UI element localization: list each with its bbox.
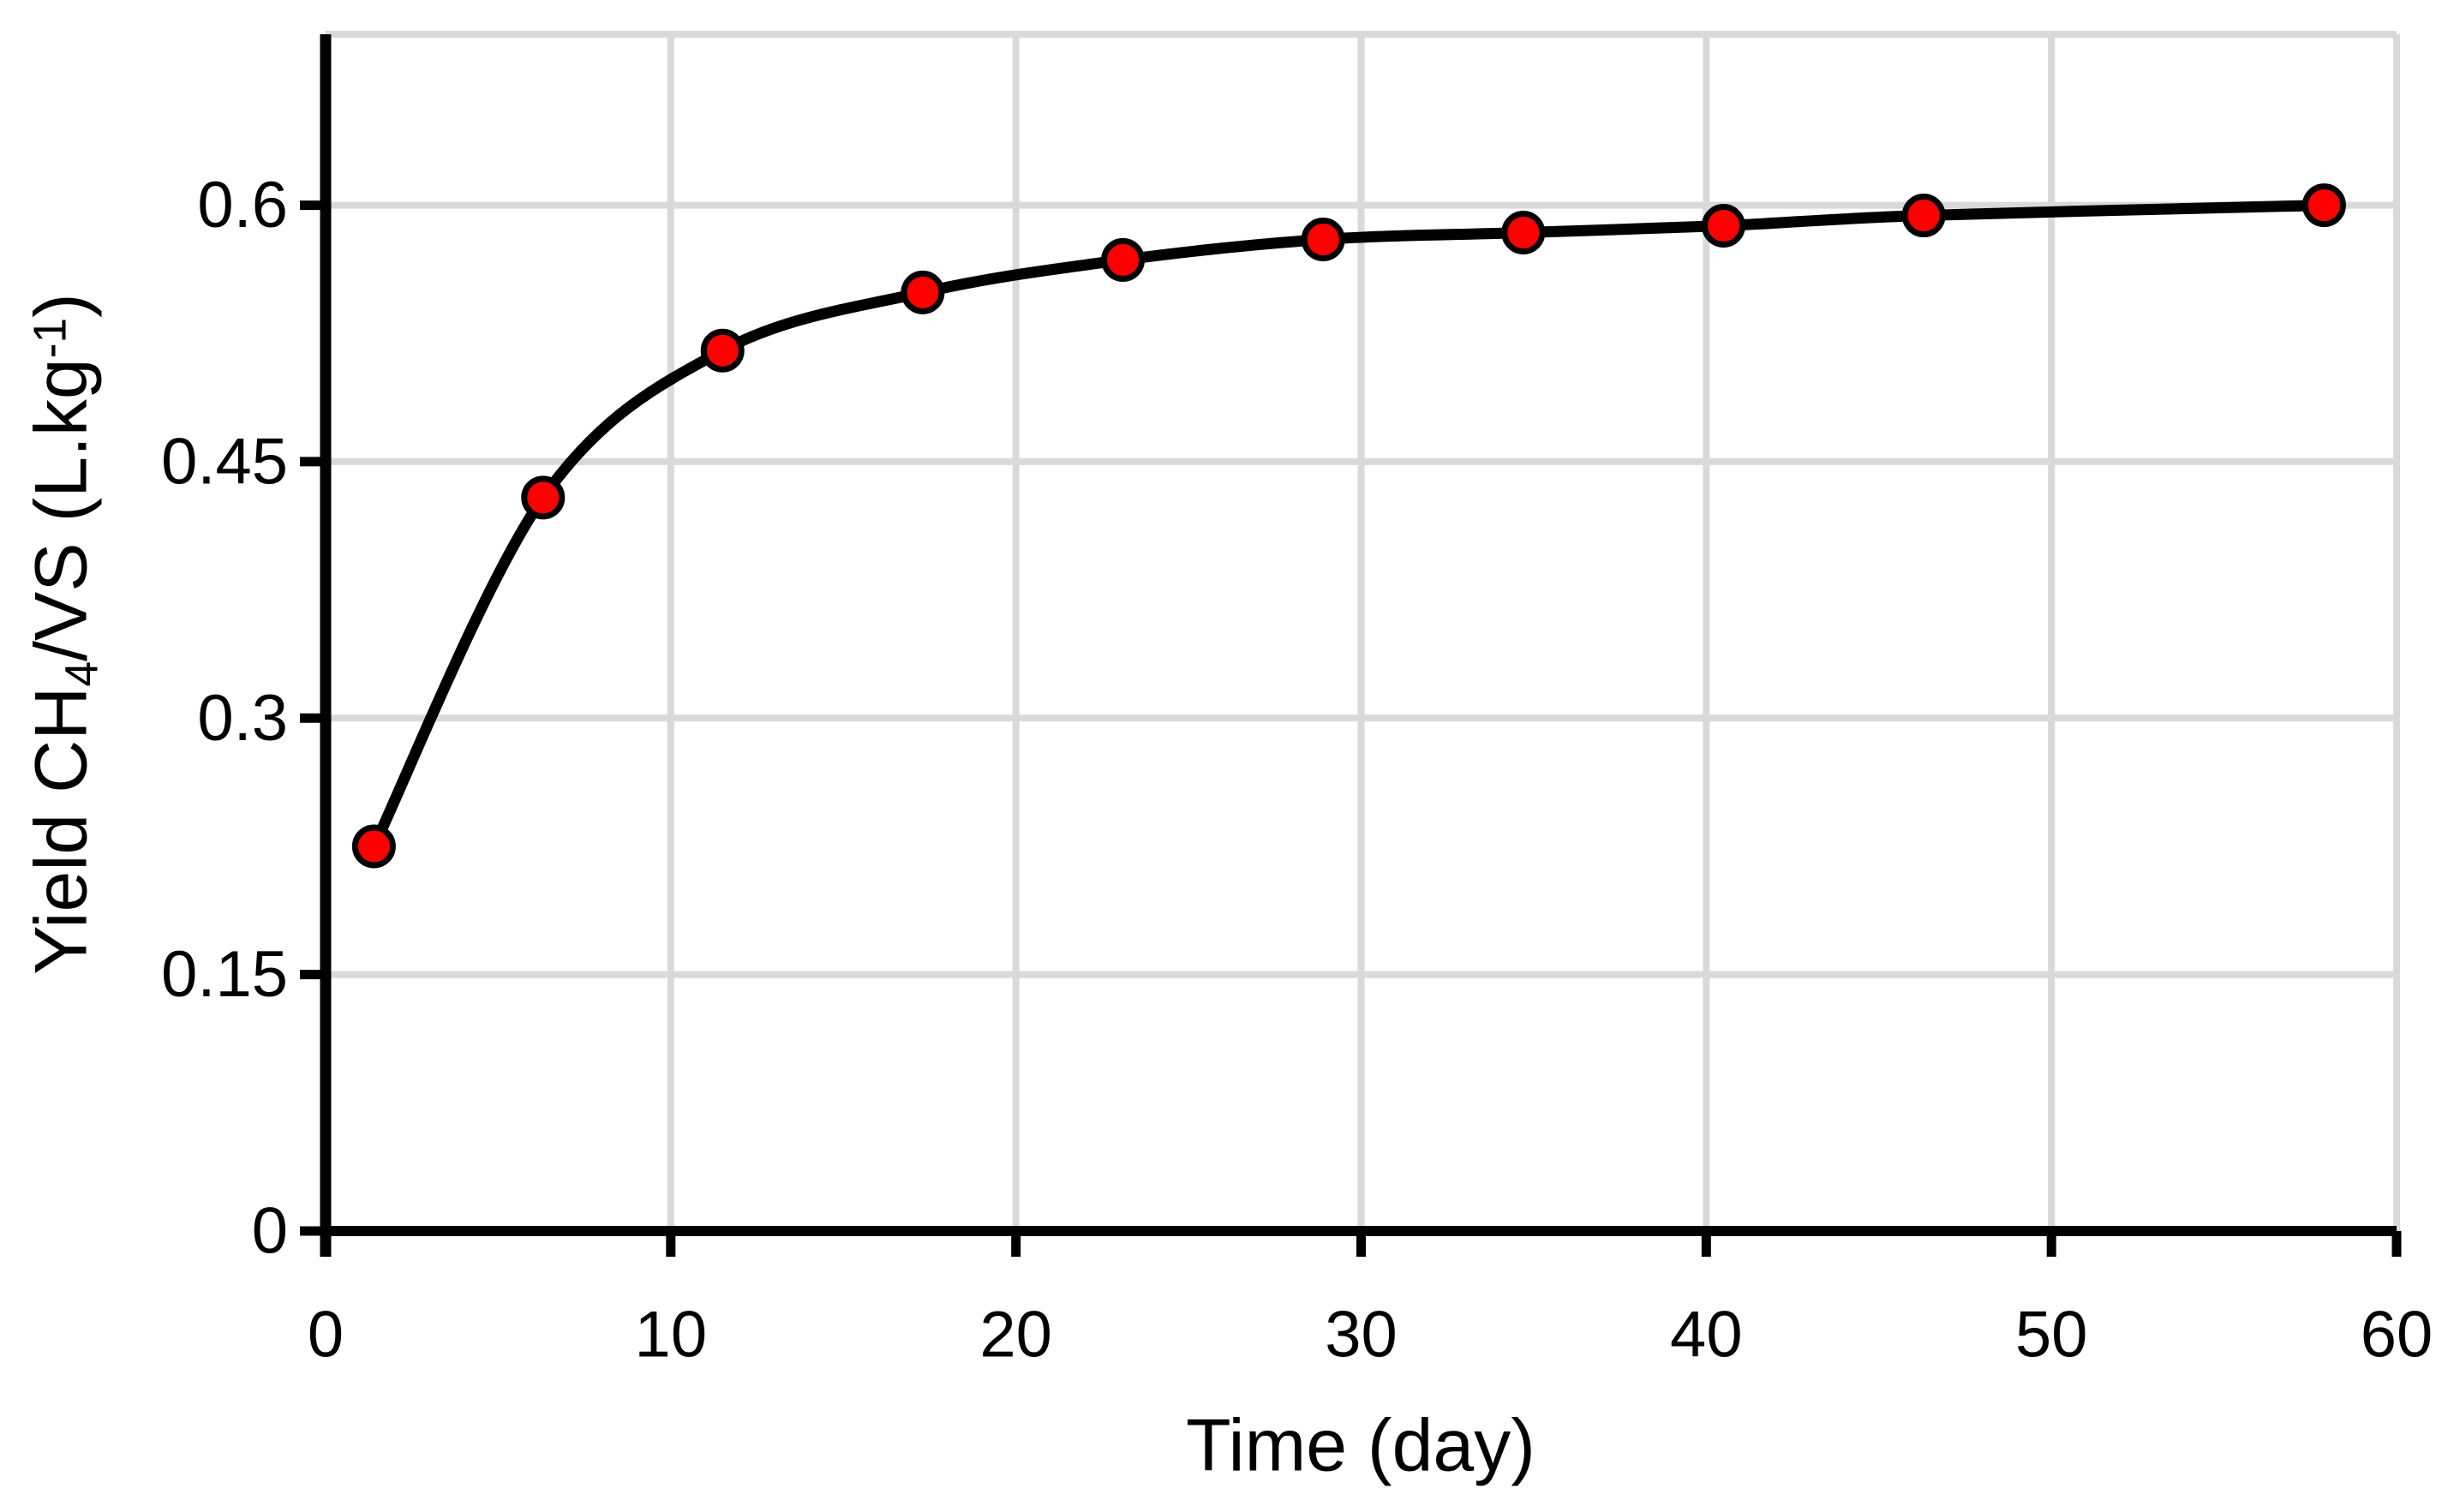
y-tick-label: 0.45 xyxy=(161,425,288,498)
data-point-marker xyxy=(901,270,945,314)
x-tick-label: 60 xyxy=(2361,1299,2433,1372)
data-point-marker xyxy=(1501,211,1546,255)
data-point-marker xyxy=(521,475,566,520)
x-tick-label: 20 xyxy=(979,1299,1052,1372)
data-point-marker xyxy=(1101,237,1146,282)
y-tick-label: 0.3 xyxy=(197,682,288,755)
data-point-marker xyxy=(2301,183,2346,228)
y-axis-title-mid: /VS (L.kg xyxy=(20,358,103,661)
x-tick-label: 0 xyxy=(308,1299,344,1372)
x-tick-label: 40 xyxy=(1670,1299,1743,1372)
y-tick-label: 0.6 xyxy=(197,169,288,242)
data-point-marker xyxy=(351,824,396,869)
y-axis-title: Yield CH4/VS (L.kg-1) xyxy=(20,293,108,975)
data-curve xyxy=(368,200,2330,852)
x-tick-label: 50 xyxy=(2015,1299,2088,1372)
y-tick-label: 0 xyxy=(252,1195,288,1268)
y-axis-title-sub: 4 xyxy=(57,660,108,687)
x-tick-label: 30 xyxy=(1325,1299,1398,1372)
data-point-marker xyxy=(1901,194,1946,238)
data-point-marker xyxy=(1301,217,1345,261)
data-point-marker xyxy=(700,328,745,373)
y-axis-title-sup: -1 xyxy=(25,317,76,359)
data-point-marker xyxy=(1701,204,1745,248)
y-axis-title-pre: Yield CH xyxy=(20,686,103,975)
x-tick-label: 10 xyxy=(635,1299,708,1372)
x-axis-title: Time (day) xyxy=(1186,1404,1535,1487)
y-axis-title-post: ) xyxy=(20,293,103,318)
y-tick-label: 0.15 xyxy=(161,938,288,1011)
